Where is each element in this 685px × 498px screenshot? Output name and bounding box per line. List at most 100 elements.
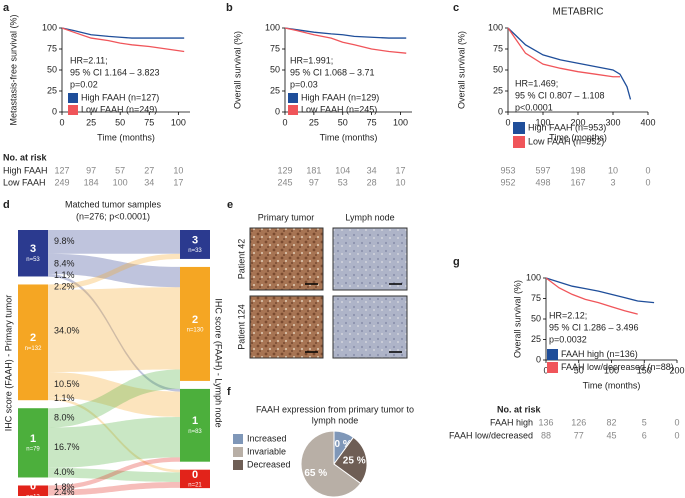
sankey-node xyxy=(18,230,48,277)
risk-value: 10 xyxy=(173,165,183,175)
risk-value: 10 xyxy=(395,177,405,187)
y-tick-label: 75 xyxy=(47,43,57,53)
y-tick-label: 100 xyxy=(526,272,541,282)
risk-value: 5 xyxy=(642,417,647,427)
y-tick-label: 50 xyxy=(493,64,503,74)
slice-label: 10 % xyxy=(329,439,352,450)
pie-slice xyxy=(300,430,362,498)
x-tick-label: 300 xyxy=(605,117,620,127)
chart-title: FAAH expression from primary tumor to xyxy=(256,404,414,414)
image-lymph-42 xyxy=(332,227,408,291)
x-axis-label: Time (months) xyxy=(549,132,607,142)
x-tick-label: 50 xyxy=(338,117,348,127)
x-tick-label: 25 xyxy=(86,117,96,127)
sankey-flow xyxy=(48,372,180,417)
flow-label: 8.4% xyxy=(54,258,75,268)
risk-value: 136 xyxy=(538,417,553,427)
annotation: p<0.0001 xyxy=(515,102,553,112)
risk-row-label: Low FAAH xyxy=(3,177,46,187)
y-tick-label: 25 xyxy=(270,85,280,95)
risk-value: 181 xyxy=(306,165,321,175)
slice-label: 25 % xyxy=(343,455,366,466)
y-tick-label: 50 xyxy=(531,313,541,323)
x-axis-label: Time (months) xyxy=(583,380,641,390)
survival-curve xyxy=(545,277,655,304)
node-count: n=53 xyxy=(26,257,40,263)
annotation: p=0.03 xyxy=(290,79,318,89)
legend-label: High FAAH (n=953) xyxy=(528,122,606,132)
x-axis-label: Time (months) xyxy=(320,132,378,142)
annotation: HR=2.12; xyxy=(549,310,587,320)
panel-label: b xyxy=(226,2,233,14)
risk-value: 198 xyxy=(570,165,585,175)
risk-value: 3 xyxy=(610,177,615,187)
axis-label: IHC score (FAAH) - Primary tumor xyxy=(3,295,13,432)
risk-value: 953 xyxy=(500,165,515,175)
sankey-flow xyxy=(48,397,180,473)
y-tick-label: 0 xyxy=(275,106,280,116)
annotation: p=0.0032 xyxy=(549,334,587,344)
risk-value: 0 xyxy=(645,177,650,187)
panel-label: f xyxy=(227,386,231,398)
sankey-node xyxy=(18,485,48,496)
x-tick-label: 50 xyxy=(574,365,584,375)
legend-swatch xyxy=(288,93,298,103)
annotation: 95 % CI 1.068 – 3.71 xyxy=(290,67,375,77)
x-tick-label: 75 xyxy=(367,117,377,127)
sankey-flow xyxy=(48,230,180,254)
risk-value: 104 xyxy=(335,165,350,175)
legend-label: Low FAAH (n=952) xyxy=(528,136,604,146)
node-label: 3 xyxy=(30,243,36,255)
survival-curve xyxy=(284,27,407,54)
node-label: 0 xyxy=(192,469,198,481)
y-tick-label: 0 xyxy=(498,106,503,116)
panel-label: g xyxy=(453,256,460,268)
node-label: 2 xyxy=(30,332,36,344)
x-tick-label: 25 xyxy=(309,117,319,127)
slice-label: 65 % xyxy=(304,468,327,479)
sankey-subtitle: (n=276; p<0.0001) xyxy=(76,211,150,221)
sankey-flow xyxy=(48,467,180,483)
survival-curve xyxy=(507,27,632,100)
x-tick-label: 150 xyxy=(637,365,652,375)
legend-label: Low FAAH (n=249) xyxy=(81,104,157,114)
legend-swatch xyxy=(547,362,558,373)
risk-value: 100 xyxy=(113,177,128,187)
legend-label: Decreased xyxy=(247,459,291,469)
flow-label: 1.1% xyxy=(54,393,75,403)
risk-value: 27 xyxy=(144,165,154,175)
row-header: Patient 42 xyxy=(236,239,246,280)
sankey-node xyxy=(180,388,210,462)
panel-label: d xyxy=(3,199,10,211)
legend-swatch xyxy=(513,122,525,134)
y-tick-label: 75 xyxy=(493,43,503,53)
risk-value: 45 xyxy=(606,430,616,440)
legend-swatch xyxy=(233,460,243,470)
sankey-node xyxy=(18,284,48,401)
risk-value: 57 xyxy=(115,165,125,175)
sankey-flow xyxy=(48,369,180,428)
legend-swatch xyxy=(68,93,78,103)
flow-label: 1.8% xyxy=(54,482,75,492)
risk-row-label: High FAAH xyxy=(3,165,48,175)
legend-swatch xyxy=(547,349,558,360)
panel-label: c xyxy=(453,2,459,14)
sankey-flow xyxy=(48,457,180,490)
y-tick-label: 100 xyxy=(488,22,503,32)
sankey-node xyxy=(180,266,210,381)
flow-label: 16.7% xyxy=(54,442,80,452)
axis-label: IHC score (FAAH) - Lymph node xyxy=(214,298,224,427)
flow-label: 10.5% xyxy=(54,379,80,389)
risk-row-label: FAAH low/decreased xyxy=(449,430,533,440)
annotation: 95 % CI 1.164 – 3.823 xyxy=(70,67,160,77)
legend-label: High FAAH (n=129) xyxy=(301,92,379,102)
row-header: Patient 124 xyxy=(236,304,246,350)
y-tick-label: 50 xyxy=(47,64,57,74)
risk-value: 28 xyxy=(367,177,377,187)
x-tick-label: 100 xyxy=(535,117,550,127)
y-tick-label: 100 xyxy=(42,22,57,32)
column-header: Primary tumor xyxy=(258,212,315,222)
sankey-flow xyxy=(48,253,180,290)
risk-value: 249 xyxy=(54,177,69,187)
